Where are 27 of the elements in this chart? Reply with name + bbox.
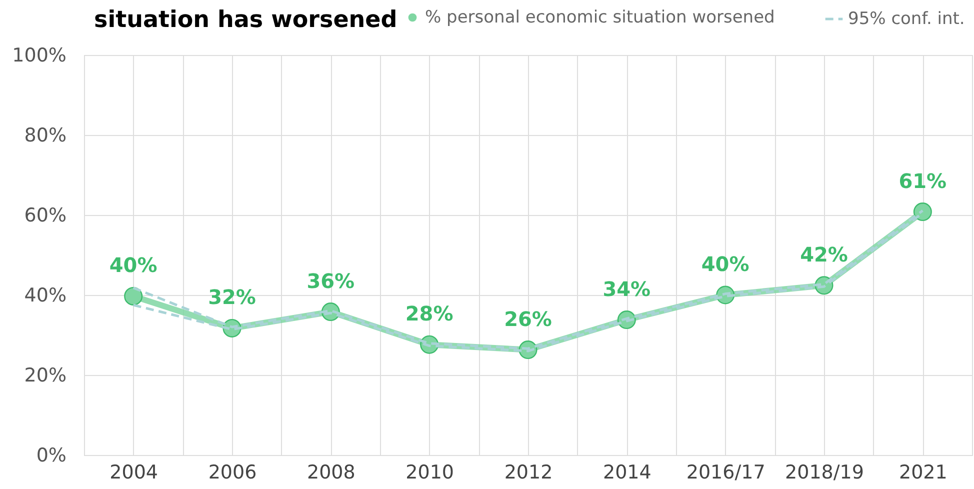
chart-title: situation has worsened — [94, 7, 398, 33]
data-label: 40% — [701, 252, 750, 276]
x-tick-label: 2014 — [602, 462, 652, 484]
y-tick-label: 80% — [24, 124, 66, 146]
data-label: 34% — [602, 276, 651, 301]
data-label: 36% — [306, 268, 355, 293]
x-tick-label: 2018/19 — [785, 462, 864, 484]
x-tick-label: 2016/17 — [686, 462, 766, 484]
x-tick-label: 2004 — [110, 462, 158, 484]
y-tick-label: 20% — [24, 364, 66, 386]
x-tick-label: 2021 — [898, 462, 948, 484]
x-tick-label: 2006 — [208, 462, 257, 484]
x-tick-label: 2008 — [306, 462, 356, 484]
data-label: 26% — [504, 306, 552, 331]
data-label: 28% — [405, 302, 454, 326]
legend-label: 95% conf. int. — [848, 9, 965, 29]
y-tick-label: 60% — [24, 204, 66, 226]
y-tick-label: 40% — [24, 284, 66, 306]
x-tick-label: 2012 — [504, 462, 553, 484]
data-label: 42% — [800, 242, 848, 266]
y-tick-label: 0% — [36, 444, 66, 466]
data-label: 61% — [898, 168, 947, 193]
data-label: 40% — [109, 253, 158, 278]
data-label: 32% — [208, 285, 256, 310]
x-tick-label: 2010 — [406, 462, 454, 484]
legend-label: % personal economic situation worsened — [425, 8, 775, 28]
y-tick-label: 100% — [12, 44, 66, 66]
